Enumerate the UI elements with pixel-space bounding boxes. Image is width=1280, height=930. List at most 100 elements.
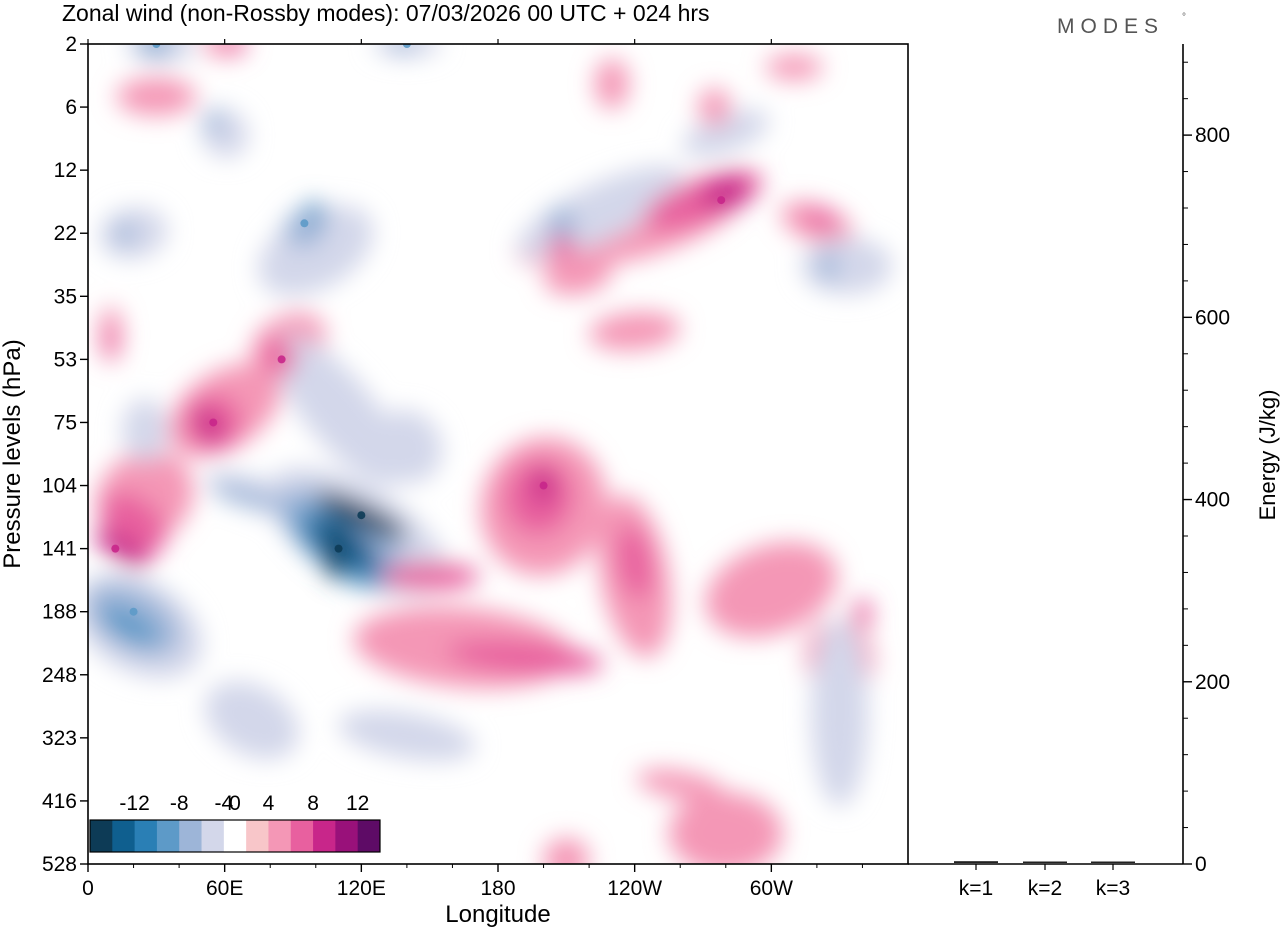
colorbar-frame <box>89 819 381 853</box>
contour-blob <box>543 837 590 864</box>
energy-panel: 0 200 400 600 800 k=1 k=2 k=3 <box>908 44 1230 900</box>
contour-blob <box>204 108 223 134</box>
y-tick-label: 323 <box>42 727 77 750</box>
contour-blob <box>99 207 168 259</box>
contour-blob <box>201 108 249 158</box>
feature-max-mark <box>111 544 120 553</box>
colorbar-label: 0 <box>229 792 241 815</box>
contour-blob <box>636 769 724 801</box>
y-axis-label: Pressure levels (hPa) <box>0 339 26 568</box>
contour-blob <box>668 792 783 864</box>
y-tick-label: 22 <box>54 222 77 245</box>
x-tick-label: 0 <box>82 877 94 900</box>
feature-max-mark <box>277 355 286 364</box>
colorbar-swatch <box>290 820 314 852</box>
y-tick-label: 416 <box>42 790 77 813</box>
x-tick-label: 120W <box>607 877 662 900</box>
y-tick-label: 248 <box>42 664 77 687</box>
contour-blob <box>116 77 197 116</box>
field-blobs <box>88 44 893 864</box>
y-tick-label: 6 <box>65 96 77 119</box>
contour-blob <box>698 88 731 126</box>
contour-blob <box>811 617 869 807</box>
contour-blob <box>543 255 612 295</box>
contour-blob <box>338 710 476 762</box>
feature-min-mark <box>152 44 161 48</box>
y-tick-label: 2 <box>65 33 77 56</box>
brand-logo: MODES <box>1057 15 1164 38</box>
contour-blob <box>324 529 344 580</box>
energy-tick-label: 600 <box>1195 306 1230 329</box>
contour-blob <box>548 207 576 240</box>
y-tick-label: 12 <box>54 159 77 182</box>
colorbar-swatch <box>201 820 225 852</box>
contour-blob <box>379 562 481 590</box>
colorbar-swatch <box>313 820 336 852</box>
energy-tick-label: 800 <box>1195 124 1230 147</box>
y-tick-label: 188 <box>42 601 77 624</box>
feature-min-mark <box>357 511 366 520</box>
colorbar-swatch <box>112 820 136 852</box>
x-axis-label: Longitude <box>445 901 550 928</box>
colorbar-swatch <box>268 820 292 852</box>
contour-blob <box>803 207 840 229</box>
energy-bar-k=3 <box>1091 861 1135 863</box>
colorbar-swatch <box>335 820 359 852</box>
contour-blob <box>105 325 117 357</box>
energy-tick-label: 400 <box>1195 489 1230 512</box>
colorbar-swatch <box>134 820 158 852</box>
y-tick-label: 528 <box>42 853 77 876</box>
contour-blob <box>701 176 750 211</box>
y-tick-label: 141 <box>42 538 77 561</box>
colorbar-label: -12 <box>119 792 149 815</box>
contour-blob <box>205 681 299 760</box>
contour-blob <box>589 311 681 351</box>
feature-max-mark <box>209 418 218 427</box>
contour-blob <box>548 232 576 258</box>
energy-category-label: k=1 <box>959 877 993 900</box>
contour-blob <box>272 334 405 486</box>
energy-bar-k=2 <box>1023 861 1067 863</box>
colorbar-label: 4 <box>263 792 275 815</box>
energy-axis-label: Energy (J/kg) <box>1255 390 1280 521</box>
feature-min-mark <box>334 544 343 553</box>
contour-blob <box>115 220 134 246</box>
x-tick-label: 120E <box>337 877 386 900</box>
contour-blob <box>122 398 168 462</box>
brand-mark: ° <box>1182 12 1186 23</box>
colorbar-label: 12 <box>346 792 369 815</box>
colorbar-swatch <box>357 820 381 852</box>
wind-contour-field <box>88 44 893 864</box>
feature-max-mark <box>539 481 548 490</box>
colorbar-swatch <box>156 820 180 852</box>
colorbar-swatch <box>223 820 247 852</box>
contour-blob <box>800 237 893 295</box>
x-tick-label: 180 <box>480 877 515 900</box>
contour-blob <box>446 640 604 675</box>
contour-blob <box>682 109 770 157</box>
x-axis: 0 60E 120E 180 120W 60W <box>82 39 863 900</box>
energy-tick-label: 0 <box>1195 853 1207 876</box>
feature-min-mark <box>129 607 138 616</box>
y-tick-label: 35 <box>54 285 77 308</box>
contour-blob <box>765 54 823 80</box>
contour-blob <box>94 530 151 568</box>
feature-min-mark <box>402 44 411 48</box>
colorbar-swatch <box>179 820 203 852</box>
contour-blob <box>100 606 158 646</box>
feature-max-mark <box>717 196 726 205</box>
contour-blob <box>594 58 629 110</box>
x-tick-label: 60W <box>750 877 793 900</box>
energy-tick-label: 200 <box>1195 671 1230 694</box>
x-tick-label: 60E <box>206 877 243 900</box>
contour-blob <box>194 407 223 443</box>
contour-blob <box>819 250 838 282</box>
y-tick-label: 53 <box>54 348 77 371</box>
contour-blob <box>616 524 653 600</box>
y-axis: 2 6 12 22 35 53 75 104 141 188 248 323 416 528 <box>42 33 88 876</box>
contour-blob <box>210 483 285 511</box>
energy-category-label: k=2 <box>1028 877 1062 900</box>
contour-blob <box>307 516 379 573</box>
feature-min-mark <box>300 219 309 228</box>
